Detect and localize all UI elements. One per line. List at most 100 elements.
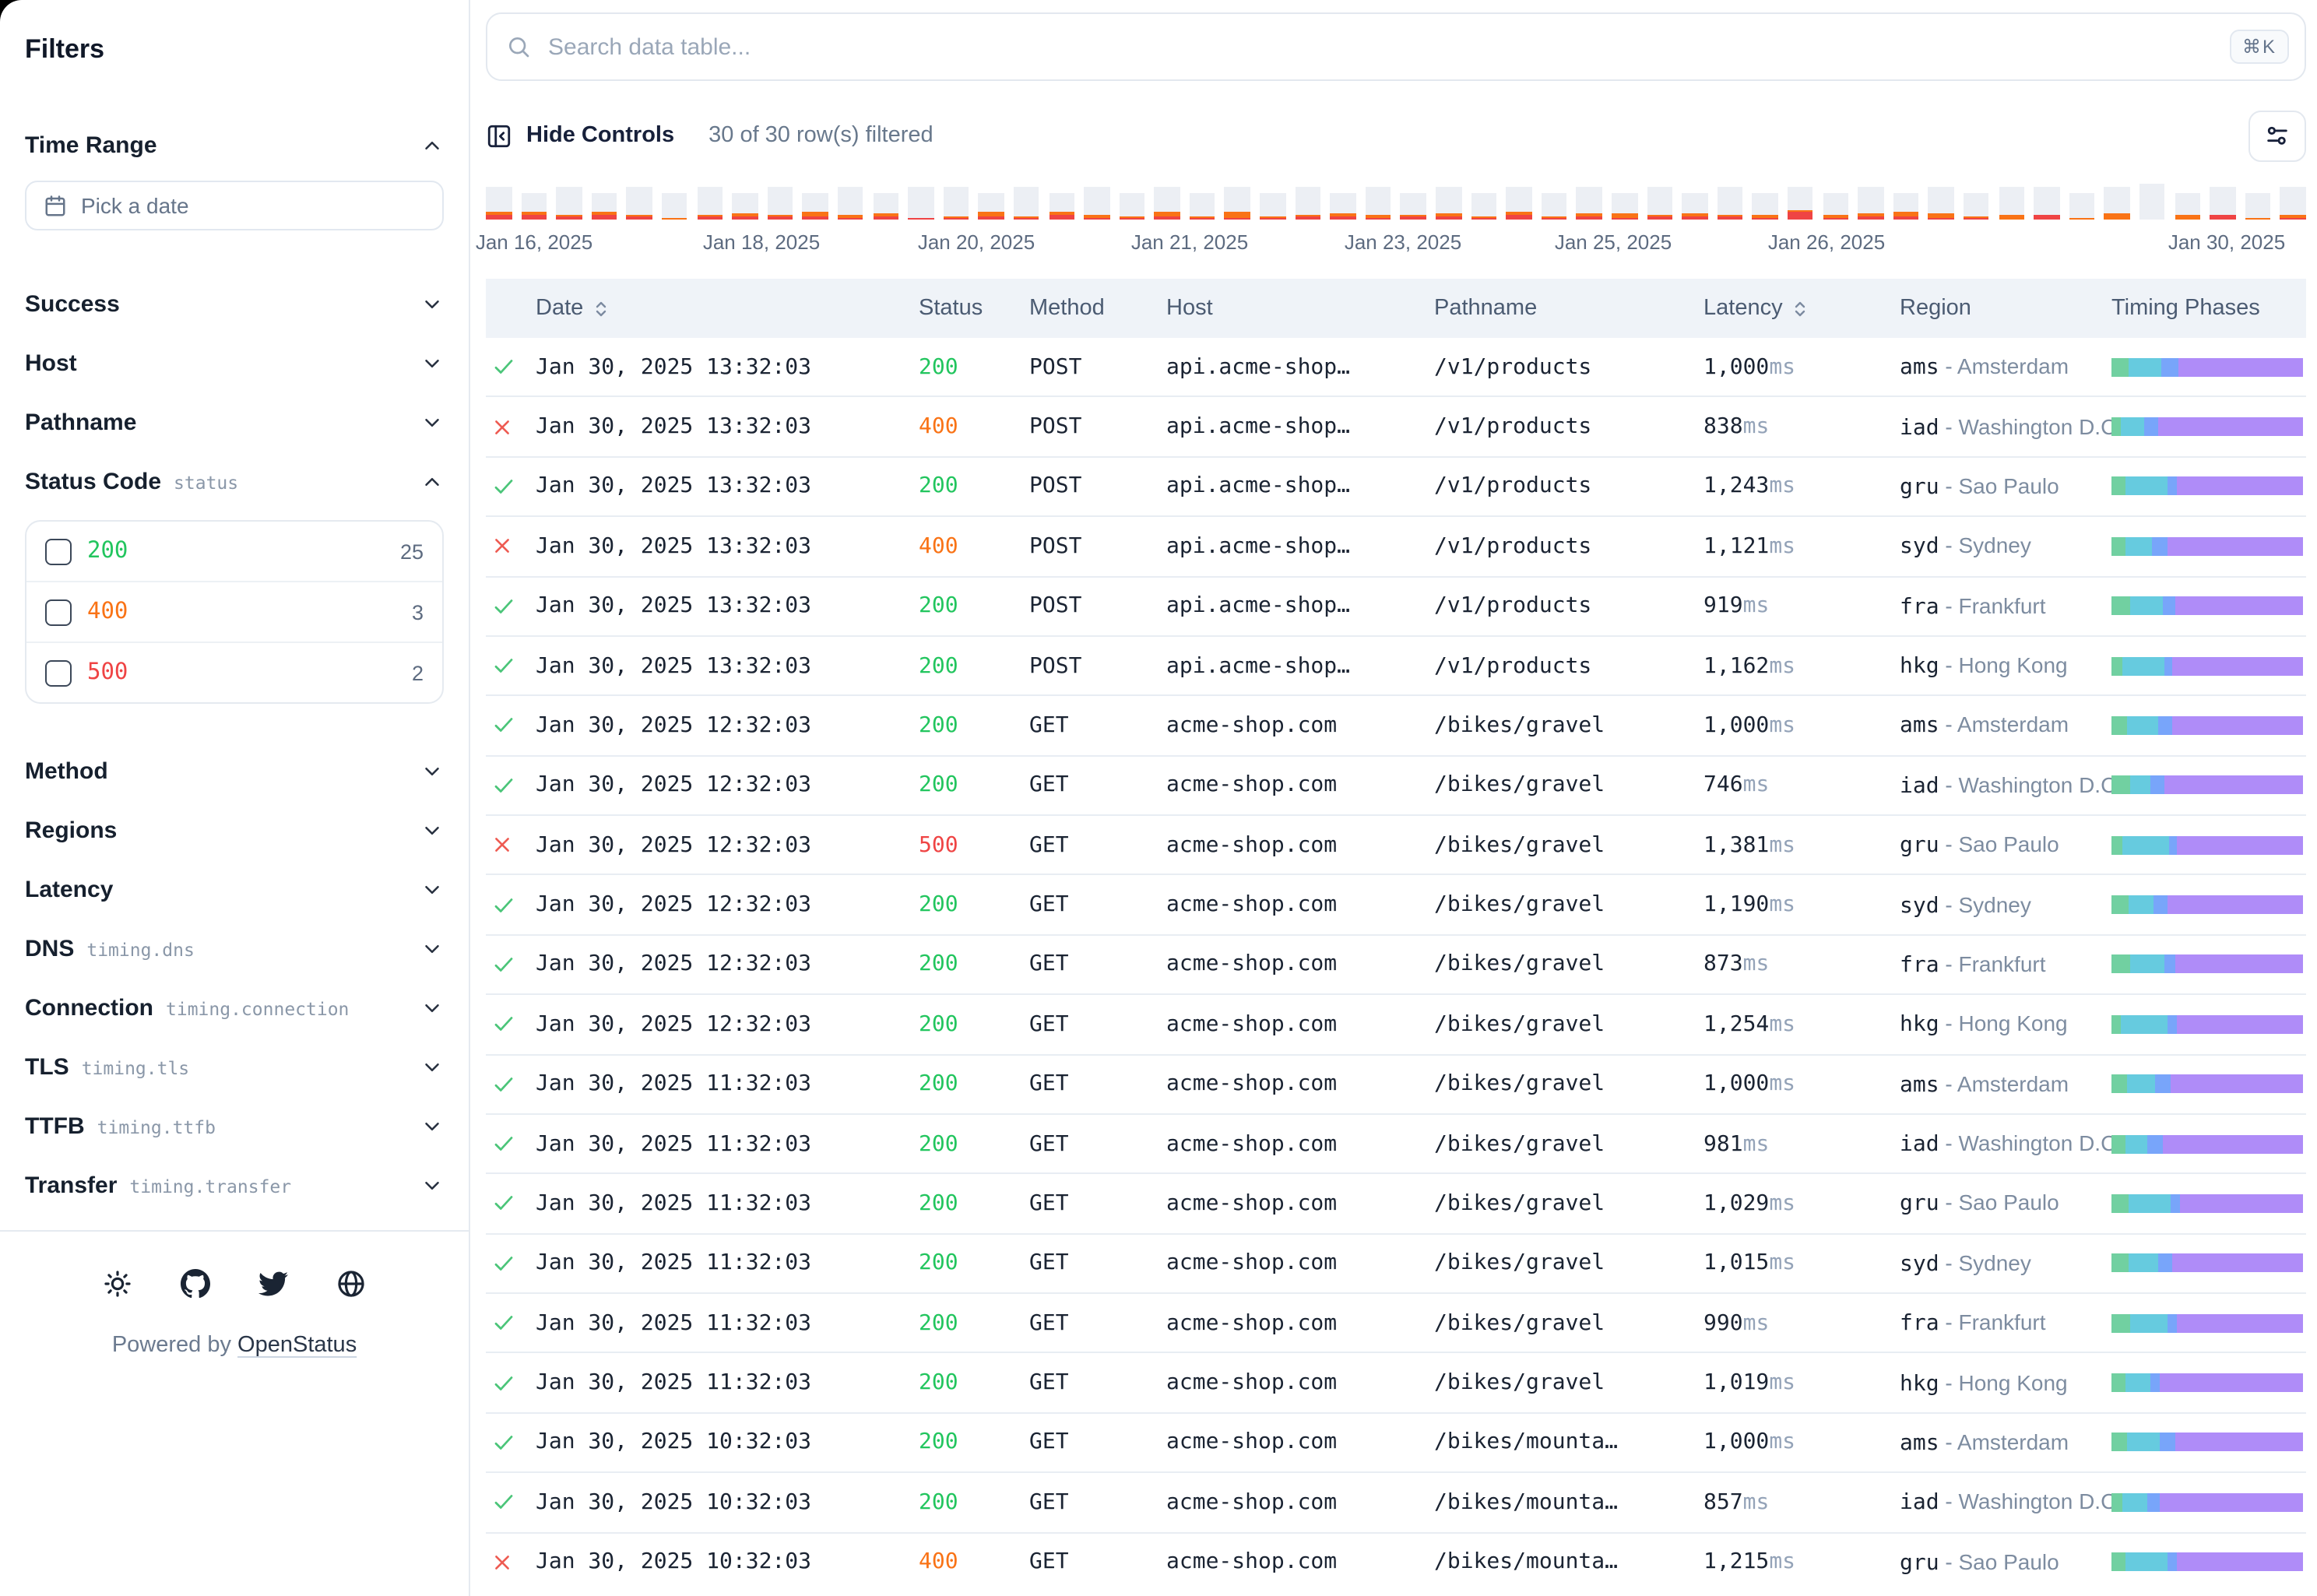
hide-controls-button[interactable]: Hide Controls: [486, 122, 674, 149]
chart-bar-28[interactable]: [1471, 193, 1496, 220]
status-filter-200[interactable]: 20025: [26, 522, 442, 581]
status-filter-400[interactable]: 4003: [26, 581, 442, 642]
filter-section-ttfb[interactable]: TTFBtiming.ttfb: [25, 1096, 444, 1155]
chart-bar-24[interactable]: [1331, 193, 1356, 220]
chart-bar-13[interactable]: [943, 187, 969, 220]
chart-bar-30[interactable]: [1542, 193, 1567, 220]
chart-bar-34[interactable]: [1682, 193, 1707, 220]
table-row[interactable]: Jan 30, 2025 10:32:03200GETacme-shop.com…: [486, 1412, 2306, 1472]
table-row[interactable]: Jan 30, 2025 12:32:03500GETacme-shop.com…: [486, 814, 2306, 874]
date-picker-input[interactable]: Pick a date: [25, 181, 444, 230]
chart-bar-33[interactable]: [1647, 187, 1672, 220]
chart-bar-25[interactable]: [1366, 187, 1391, 220]
filter-section-tls[interactable]: TLStiming.tls: [25, 1037, 444, 1096]
chart-bar-43[interactable]: [1999, 187, 2024, 220]
chart-bar-29[interactable]: [1506, 187, 1531, 220]
chart-bar-41[interactable]: [1928, 187, 1954, 220]
table-row[interactable]: Jan 30, 2025 10:32:03400GETacme-shop.com…: [486, 1531, 2306, 1591]
chart-bar-4[interactable]: [627, 187, 652, 220]
chart-bar-49[interactable]: [2210, 187, 2235, 220]
chart-bar-44[interactable]: [2034, 187, 2059, 220]
chart-bar-51[interactable]: [2280, 187, 2306, 220]
chart-bar-19[interactable]: [1155, 187, 1180, 220]
filter-section-transfer[interactable]: Transfertiming.transfer: [25, 1155, 444, 1215]
filter-section-method[interactable]: Method: [25, 741, 444, 800]
chart-bar-38[interactable]: [1823, 193, 1848, 220]
table-row[interactable]: Jan 30, 2025 11:32:03200GETacme-shop.com…: [486, 1352, 2306, 1412]
column-header-latency[interactable]: Latency: [1703, 296, 1900, 321]
filter-section-status-code[interactable]: Status Codestatus: [25, 452, 444, 511]
chart-bar-22[interactable]: [1260, 193, 1285, 220]
chart-bar-21[interactable]: [1225, 187, 1250, 220]
chart-bar-5[interactable]: [662, 193, 687, 220]
chart-bar-36[interactable]: [1753, 193, 1778, 220]
chart-bar-16[interactable]: [1049, 193, 1074, 220]
chart-bar-8[interactable]: [768, 187, 793, 220]
filter-section-regions[interactable]: Regions: [25, 800, 444, 860]
chart-bar-9[interactable]: [803, 193, 828, 220]
settings-button[interactable]: [2248, 110, 2306, 161]
table-row[interactable]: Jan 30, 2025 13:32:03200POSTapi.acme-sho…: [486, 635, 2306, 695]
search-input[interactable]: [545, 32, 2216, 62]
chart-bar-23[interactable]: [1295, 187, 1320, 220]
chart-bar-1[interactable]: [521, 193, 547, 220]
chart-bar-15[interactable]: [1014, 187, 1039, 220]
column-header-date[interactable]: Date: [536, 296, 919, 321]
filter-section-success[interactable]: Success: [25, 274, 444, 333]
github-link[interactable]: [178, 1266, 213, 1302]
chart-bar-18[interactable]: [1119, 193, 1144, 220]
filter-section-dns[interactable]: DNStiming.dns: [25, 919, 444, 978]
chart-bar-35[interactable]: [1718, 187, 1743, 220]
table-row[interactable]: Jan 30, 2025 11:32:03200GETacme-shop.com…: [486, 1053, 2306, 1113]
chart-bar-48[interactable]: [2175, 193, 2200, 220]
chart-bar-45[interactable]: [2069, 193, 2094, 220]
table-row[interactable]: Jan 30, 2025 12:32:03200GETacme-shop.com…: [486, 754, 2306, 814]
table-row[interactable]: Jan 30, 2025 12:32:03200GETacme-shop.com…: [486, 934, 2306, 994]
chart-bar-6[interactable]: [697, 187, 723, 220]
table-row[interactable]: Jan 30, 2025 13:32:03400POSTapi.acme-sho…: [486, 396, 2306, 456]
chart-bar-3[interactable]: [592, 193, 617, 220]
table-row[interactable]: Jan 30, 2025 11:32:03200GETacme-shop.com…: [486, 1292, 2306, 1352]
status-filter-500[interactable]: 5002: [26, 642, 442, 702]
table-row[interactable]: Jan 30, 2025 13:32:03200POSTapi.acme-sho…: [486, 575, 2306, 635]
table-row[interactable]: Jan 30, 2025 12:32:03200GETacme-shop.com…: [486, 874, 2306, 934]
filter-section-pathname[interactable]: Pathname: [25, 392, 444, 452]
checkbox[interactable]: [45, 659, 72, 686]
table-row[interactable]: Jan 30, 2025 13:32:03200POSTapi.acme-sho…: [486, 338, 2306, 396]
sun-link[interactable]: [100, 1266, 135, 1302]
chart-bar-26[interactable]: [1401, 193, 1426, 220]
chart-bar-10[interactable]: [838, 187, 863, 220]
chart-bar-17[interactable]: [1084, 187, 1109, 220]
chart-bar-20[interactable]: [1190, 193, 1215, 220]
table-row[interactable]: Jan 30, 2025 13:32:03200POSTapi.acme-sho…: [486, 456, 2306, 516]
checkbox[interactable]: [45, 599, 72, 625]
checkbox[interactable]: [45, 538, 72, 564]
filter-section-connection[interactable]: Connectiontiming.connection: [25, 978, 444, 1037]
table-row[interactable]: Jan 30, 2025 11:32:03200GETacme-shop.com…: [486, 1232, 2306, 1292]
chart-bar-11[interactable]: [873, 193, 898, 220]
chart-bar-12[interactable]: [908, 187, 933, 220]
chart-bar-40[interactable]: [1893, 193, 1919, 220]
chart-bar-50[interactable]: [2245, 193, 2270, 220]
chart-bar-2[interactable]: [556, 187, 582, 220]
filter-section-time-range[interactable]: Time Range: [25, 115, 444, 174]
chart-bar-47[interactable]: [2139, 184, 2165, 220]
table-row[interactable]: Jan 30, 2025 13:32:03400POSTapi.acme-sho…: [486, 515, 2306, 575]
chart-bar-46[interactable]: [2104, 187, 2130, 220]
table-row[interactable]: Jan 30, 2025 11:32:03200GETacme-shop.com…: [486, 1113, 2306, 1173]
chart-bar-39[interactable]: [1858, 187, 1883, 220]
chart-bar-14[interactable]: [979, 193, 1004, 220]
chart-bar-42[interactable]: [1964, 193, 1989, 220]
chart-bar-31[interactable]: [1577, 187, 1602, 220]
openstatus-link[interactable]: OpenStatus: [237, 1333, 357, 1358]
globe-link[interactable]: [333, 1266, 369, 1302]
chart-bar-7[interactable]: [732, 193, 758, 220]
chart-bar-37[interactable]: [1788, 187, 1813, 220]
filter-section-latency[interactable]: Latency: [25, 860, 444, 919]
chart-bar-0[interactable]: [486, 187, 512, 220]
table-row[interactable]: Jan 30, 2025 12:32:03200GETacme-shop.com…: [486, 695, 2306, 755]
table-row[interactable]: Jan 30, 2025 12:32:03200GETacme-shop.com…: [486, 993, 2306, 1053]
filter-section-host[interactable]: Host: [25, 333, 444, 392]
chart-bar-27[interactable]: [1436, 187, 1461, 220]
table-row[interactable]: Jan 30, 2025 11:32:03200GETacme-shop.com…: [486, 1173, 2306, 1233]
